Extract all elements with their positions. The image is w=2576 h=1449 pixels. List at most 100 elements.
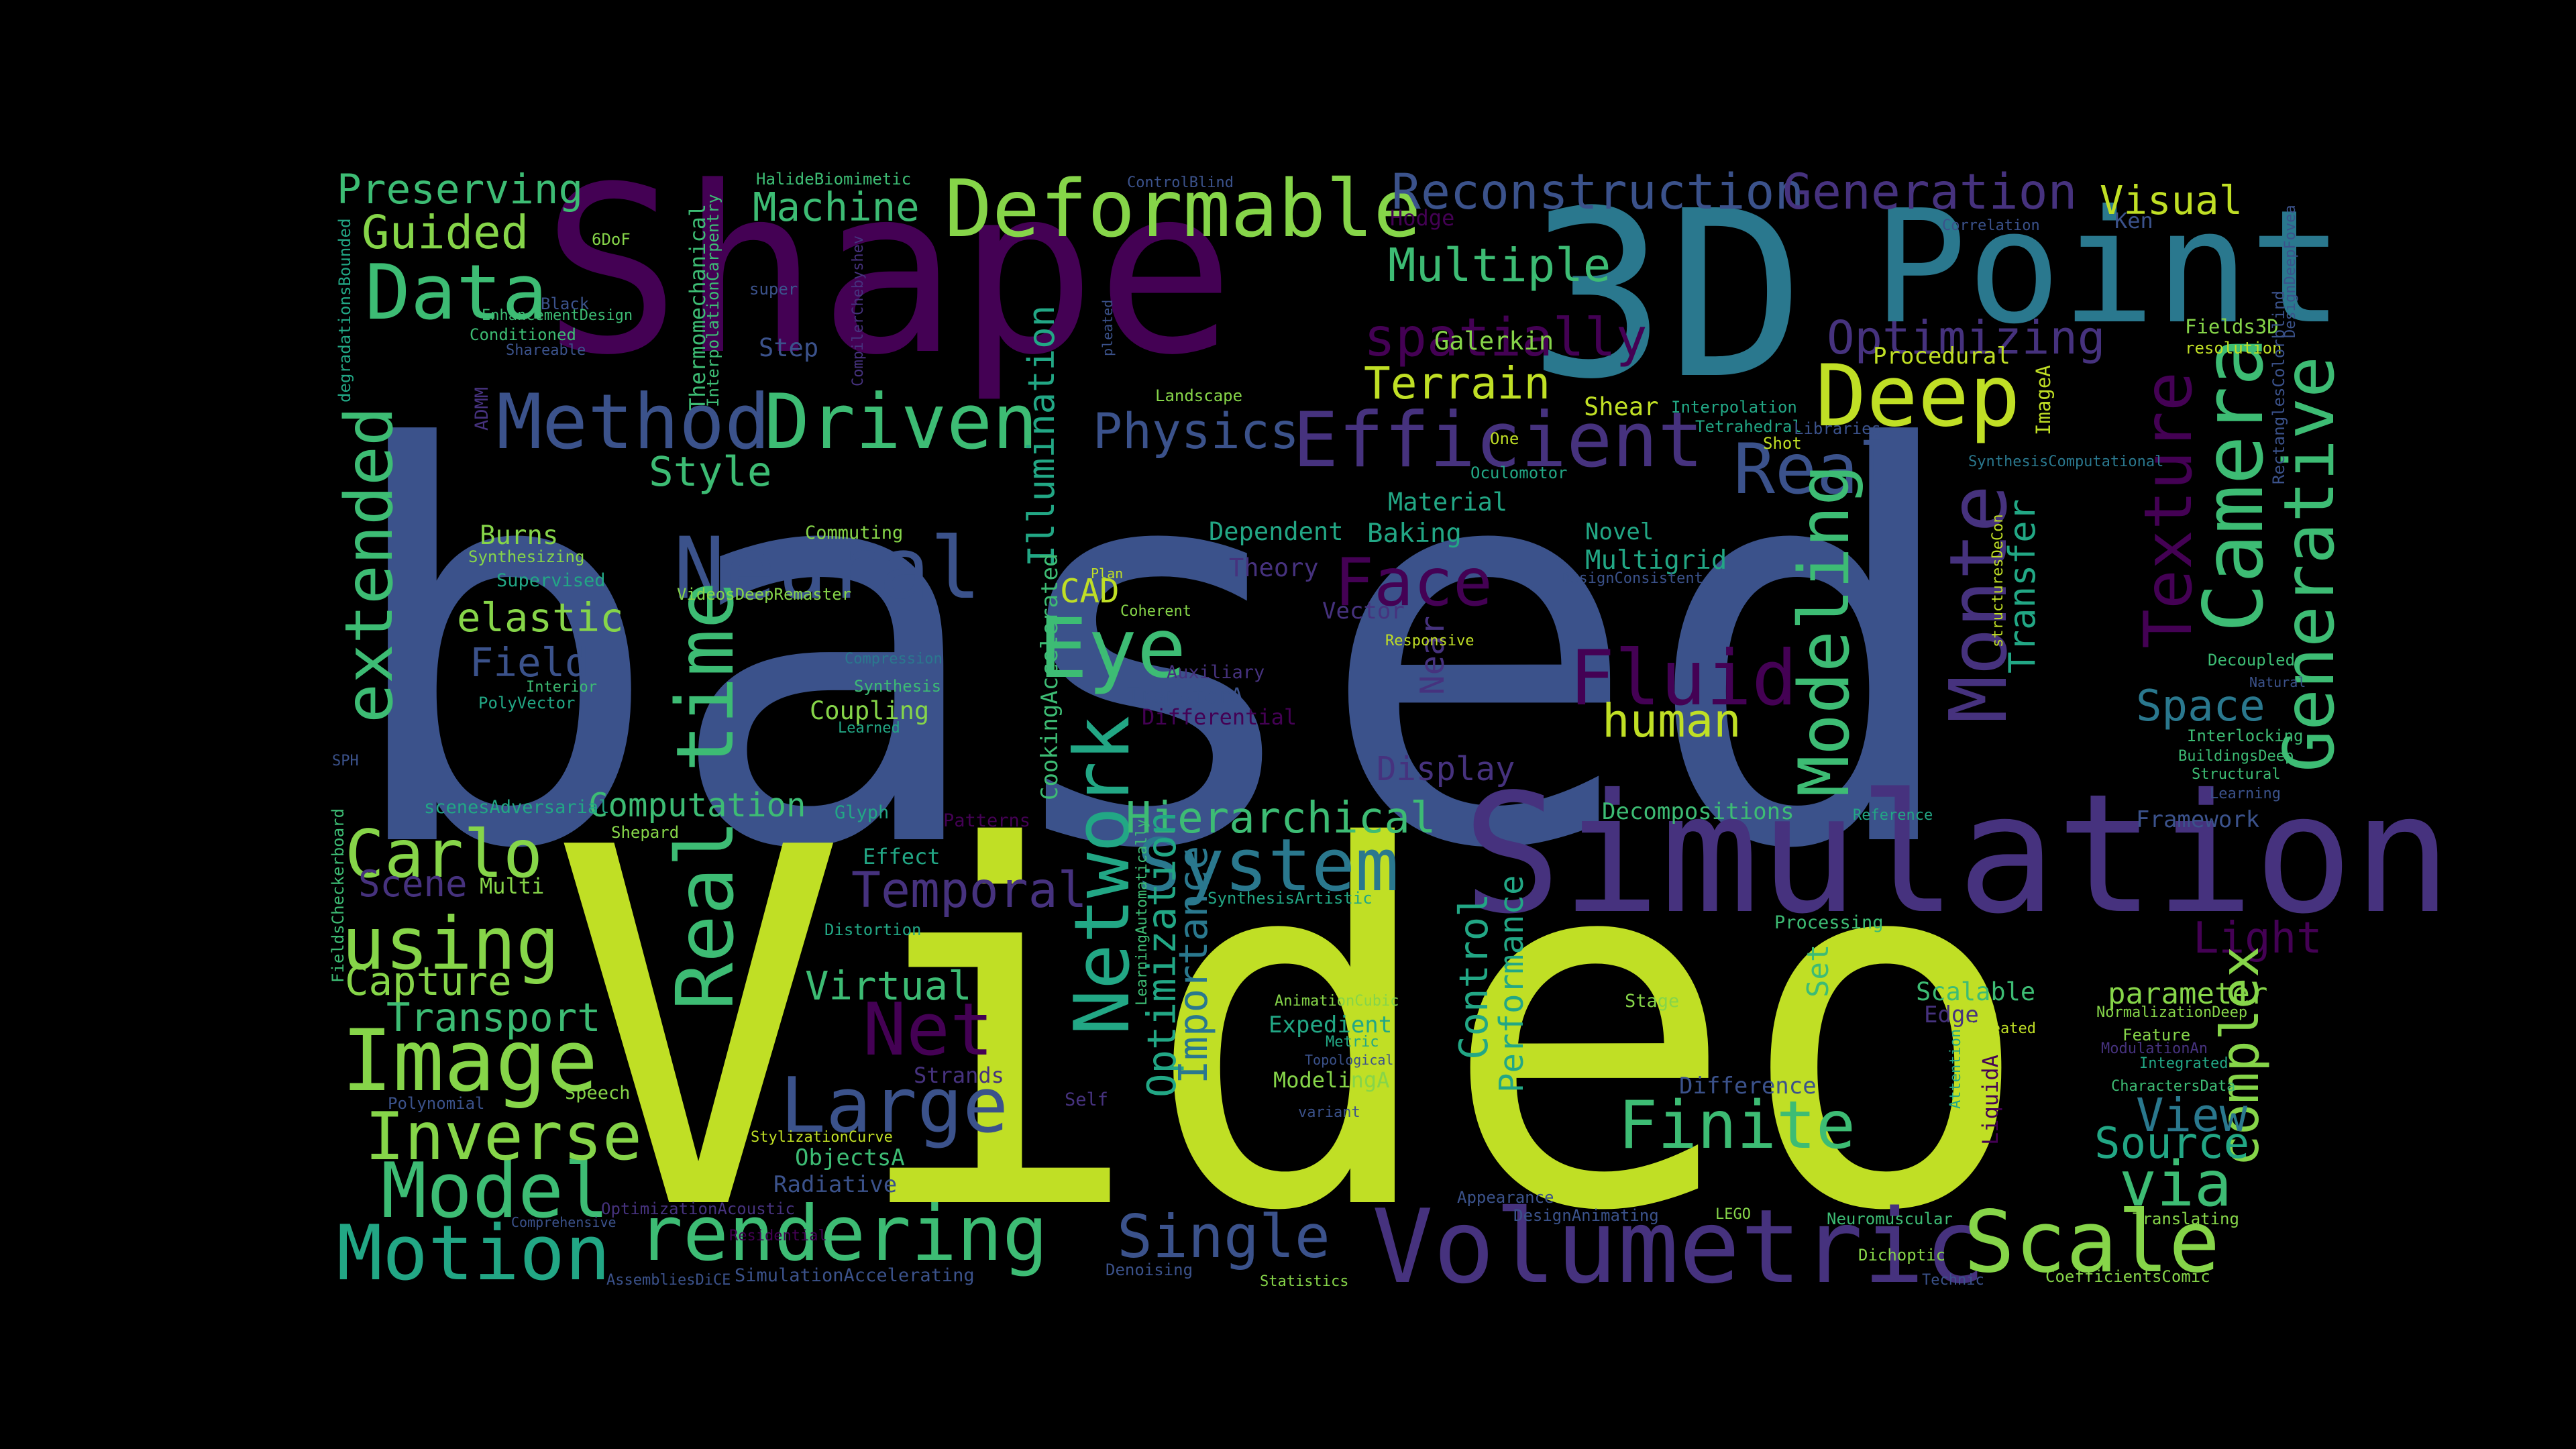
cloud-word: Space	[2136, 682, 2265, 731]
cloud-word: Deep	[1815, 346, 2021, 445]
cloud-word: Scale	[1964, 1192, 2220, 1291]
cloud-word: RectanglesColorblind	[2269, 290, 2288, 484]
cloud-word: human	[1602, 694, 1741, 748]
cloud-word: Machine	[753, 184, 920, 230]
cloud-word: SPH	[332, 753, 359, 769]
cloud-word: Structural	[2192, 766, 2281, 783]
cloud-word: CoefficientsComic	[2045, 1267, 2210, 1286]
cloud-word: Appearance	[1457, 1188, 1554, 1207]
cloud-word: CharactersData	[2111, 1078, 2236, 1095]
cloud-word: Multi	[480, 873, 545, 899]
cloud-word: structuresDeCon	[1990, 514, 2006, 647]
cloud-word: rendering	[637, 1189, 1049, 1278]
cloud-word: Face	[1334, 545, 1493, 621]
cloud-word: Integrated	[2139, 1055, 2229, 1072]
cloud-word: Effect	[863, 844, 941, 869]
cloud-word: Feature	[2123, 1026, 2191, 1044]
cloud-word: NormalizationDeep	[2096, 1004, 2248, 1021]
cloud-word: degradationsBounded	[335, 218, 354, 402]
cloud-word: via	[2119, 1148, 2232, 1220]
cloud-word: Foveated	[1965, 1020, 2036, 1037]
cloud-word: System	[1137, 824, 1399, 908]
cloud-word: Field	[470, 639, 589, 686]
cloud-word: Edge	[1924, 1002, 1979, 1028]
cloud-word: Decoupled	[2208, 651, 2296, 669]
cloud-word: HalideBiomimetic	[756, 170, 912, 189]
cloud-word: Terrain	[1364, 358, 1551, 409]
cloud-word: FieldsCheckerboard	[329, 808, 347, 983]
cloud-word: LiquidA	[1978, 1055, 2003, 1145]
cloud-word: Scene	[358, 863, 468, 905]
cloud-word: scenesAdversarial	[424, 797, 610, 818]
cloud-word: Importance	[1170, 845, 1216, 1084]
cloud-word: Generation	[1782, 164, 2078, 221]
cloud-word: Reference	[1853, 807, 1933, 824]
cloud-word: Large	[780, 1061, 1009, 1150]
cloud-word: super	[749, 280, 798, 299]
cloud-word: DesignAnimating	[1513, 1206, 1659, 1225]
cloud-word: Compression	[845, 651, 943, 667]
cloud-word: SimulationAccelerating	[735, 1265, 975, 1286]
cloud-word: pleated	[1099, 299, 1116, 356]
cloud-word: DesignConsistent	[1561, 570, 1703, 587]
cloud-word: ModelingA	[1273, 1067, 1390, 1093]
cloud-word: Neuromuscular	[1827, 1210, 1953, 1228]
cloud-word: Oculomotor	[1470, 464, 1568, 482]
cloud-word: OptimizationAcoustic	[601, 1199, 795, 1218]
cloud-word: Camera	[2186, 337, 2282, 633]
cloud-word: Source	[2094, 1119, 2250, 1169]
cloud-word: Fluid	[1569, 634, 1798, 722]
cloud-word: Control	[1450, 893, 1497, 1060]
cloud-word: Temporal	[851, 862, 1087, 919]
cloud-word: Procedural	[1873, 343, 2010, 370]
cloud-word: Model	[381, 1146, 610, 1235]
cloud-word: PolyVector	[478, 694, 576, 712]
cloud-word: Multigrid	[1585, 545, 1727, 576]
cloud-word: Eye	[1038, 601, 1187, 696]
cloud-word: Volumetric	[1372, 1187, 1986, 1306]
cloud-word: Learning	[2210, 786, 2281, 802]
cloud-word: Distortion	[824, 920, 922, 939]
cloud-word: Set	[1801, 944, 1835, 998]
cloud-word: Patterns	[943, 810, 1031, 831]
cloud-word: AnimationCubic	[1275, 993, 1399, 1010]
cloud-word: based	[337, 336, 1969, 967]
cloud-word: Transfer	[2001, 498, 2043, 674]
cloud-word: One	[1490, 429, 1519, 448]
cloud-word: Conditioned	[470, 325, 576, 344]
cloud-word: Learned	[838, 720, 900, 737]
cloud-word: Auxiliary	[1167, 662, 1265, 683]
cloud-word: 3D	[1528, 162, 1806, 429]
cloud-word: Display	[1377, 750, 1515, 788]
cloud-word: Processing	[1774, 912, 1884, 933]
cloud-word: Commuting	[805, 523, 904, 543]
cloud-word: Single	[1117, 1202, 1330, 1271]
cloud-word: CookingAccelerated	[1036, 553, 1063, 800]
cloud-word: Physics	[1093, 403, 1299, 460]
cloud-word: Speech	[565, 1083, 631, 1104]
cloud-word: ModulationAn	[2101, 1040, 2208, 1057]
cloud-word: Synthesizing	[468, 547, 585, 566]
cloud-word: Supervised	[496, 570, 606, 591]
cloud-word: StylizationCurve	[751, 1129, 893, 1146]
cloud-word: Carlo	[345, 816, 543, 893]
cloud-word: Driven	[764, 378, 1038, 466]
cloud-word: BuildingsDeep	[2178, 748, 2294, 765]
cloud-word: ObjectsA	[795, 1144, 905, 1171]
cloud-word: SynthesisArtistic	[1208, 889, 1373, 908]
cloud-word: Method	[496, 378, 771, 466]
cloud-word: Light	[2193, 914, 2322, 963]
cloud-word: Motion	[337, 1209, 611, 1297]
cloud-word: Libraries	[1794, 419, 1882, 438]
cloud-word: Synthesis	[854, 677, 942, 696]
cloud-word: Stage	[1625, 991, 1680, 1012]
cloud-word: ADMM	[472, 386, 492, 431]
cloud-word: Denoising	[1106, 1260, 1193, 1279]
cloud-word: View	[2136, 1089, 2248, 1142]
cloud-word: Material	[1388, 488, 1508, 517]
cloud-word: Video	[550, 745, 2035, 1319]
cloud-word: Polynomial	[388, 1094, 485, 1113]
cloud-word: Visual	[2100, 177, 2243, 223]
cloud-word: Self	[1065, 1089, 1109, 1110]
